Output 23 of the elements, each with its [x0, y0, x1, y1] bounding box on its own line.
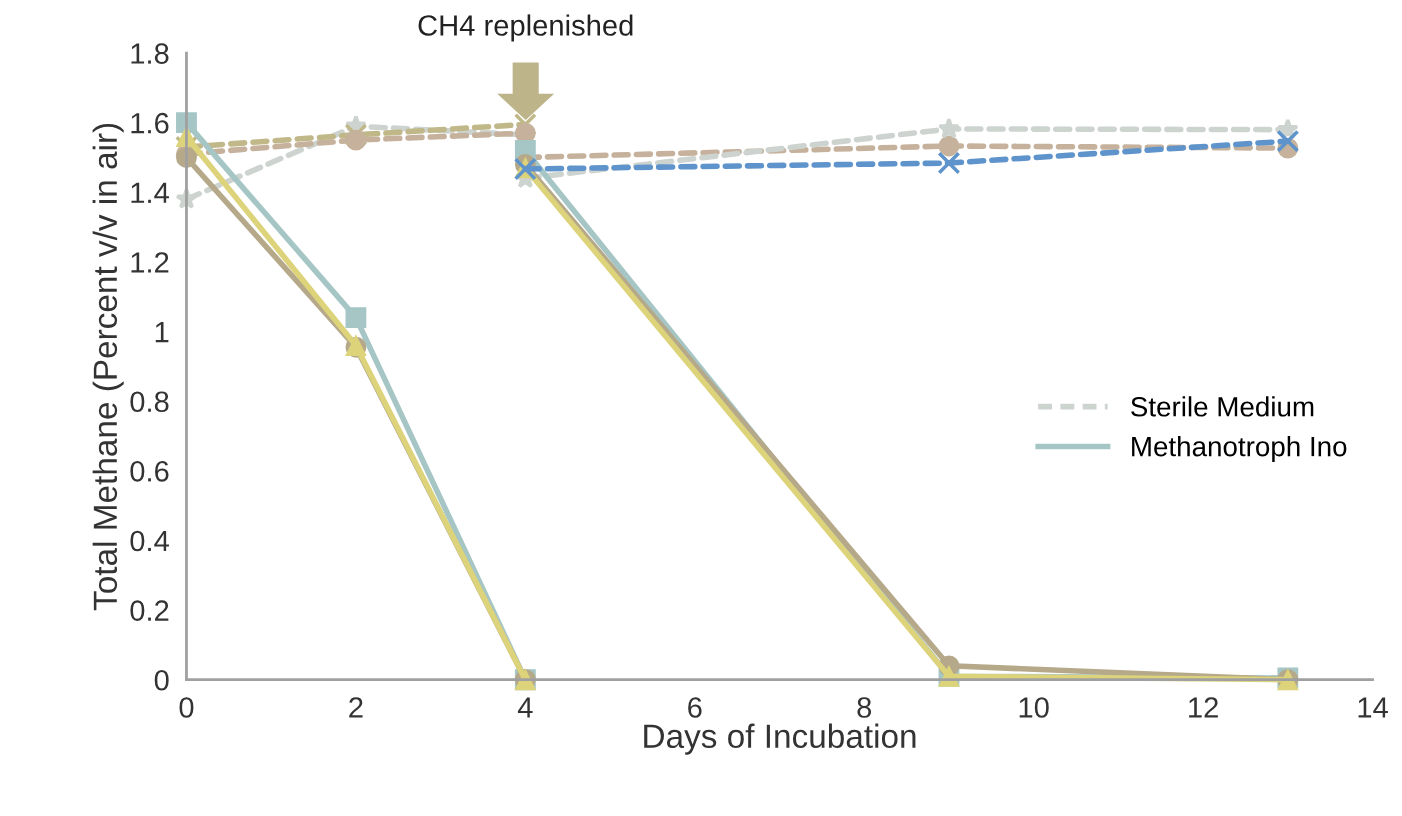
y-tick-label: 0.2: [130, 600, 169, 621]
legend-label: Methanotroph Ino: [1132, 436, 1347, 462]
y-tick-label: 0.6: [130, 461, 169, 482]
y-tick-label: 0.8: [130, 391, 169, 413]
x-tick-label: 12: [1189, 697, 1218, 718]
x-axis-title: Days of Incubation: [644, 723, 916, 755]
y-tick-label: 1: [155, 322, 169, 343]
legend-label: Sterile Medium: [1131, 396, 1314, 417]
x-tick-label: 14: [1358, 697, 1388, 718]
y-tick-label: 0: [154, 669, 169, 691]
y-tick-label: 1.6: [131, 112, 169, 134]
x-tick-label: 4: [517, 697, 533, 718]
x-tick-label: 10: [1019, 697, 1049, 718]
x-tick-label: 0: [179, 697, 194, 718]
x-tick-label: 2: [349, 697, 363, 718]
text: CH4 replenished: [418, 14, 633, 42]
y-tick-label: 0.4: [130, 530, 169, 552]
y-tick-label: 1.8: [131, 43, 169, 64]
y-tick-label: 1.2: [131, 252, 169, 273]
y-axis-title: Total Methane (Percent v/v in air): [92, 123, 124, 611]
x-tick-label: 8: [857, 697, 872, 718]
x-tick-label: 6: [688, 697, 702, 718]
y-tick-label: 1.4: [131, 182, 169, 203]
